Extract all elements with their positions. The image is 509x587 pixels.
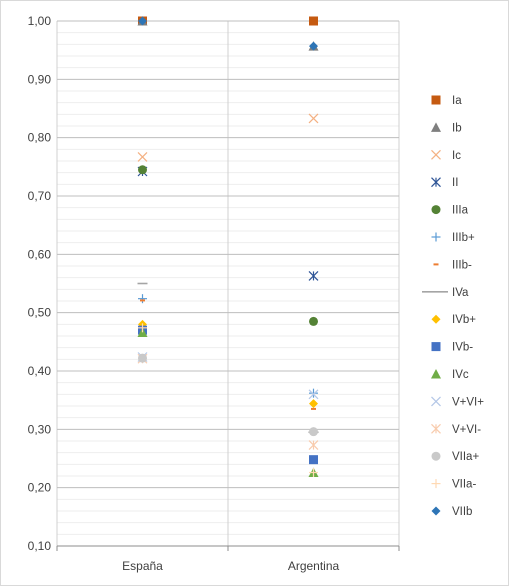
legend-label: IIIb- — [452, 259, 472, 271]
point-ivb--1 — [309, 455, 318, 465]
y-tick-label: 0,50 — [28, 306, 52, 320]
y-axis-tick-labels: 0,10 0,20 0,30 0,40 0,50 0,60 0,70 0,80 0,90 1,00 — [28, 14, 52, 553]
legend-swatch — [431, 396, 441, 407]
legend-swatch — [431, 95, 441, 105]
x-category-label: Argentina — [288, 559, 340, 573]
point-ia-1 — [309, 16, 318, 26]
legend-label: Ic — [452, 150, 461, 162]
y-tick-label: 0,80 — [28, 131, 52, 145]
y-tick-label: 0,30 — [28, 422, 52, 436]
legend-label: IIIa — [452, 205, 469, 217]
legend-swatch — [431, 451, 441, 461]
point-viia--0 — [138, 353, 147, 363]
point-viia--1 — [309, 427, 318, 437]
x-category-label: España — [122, 559, 163, 573]
legend-swatch — [431, 232, 441, 242]
point-ii-1 — [308, 270, 319, 281]
legend-label: IVb- — [452, 342, 473, 354]
point-ic-0 — [137, 151, 148, 162]
point-viib-1 — [309, 41, 318, 51]
point-iiib--0 — [138, 294, 147, 304]
data-points — [137, 16, 319, 477]
minor-gridlines — [56, 20, 400, 547]
legend-label: V+VI- — [452, 424, 481, 436]
legend-swatch — [431, 122, 441, 132]
legend-swatch — [431, 205, 441, 215]
legend: Ia Ib Ic II IIIa IIIb+ IIIb- IVa IVb+ IVb- IVc V+VI… — [422, 95, 484, 518]
legend-label: IIIb+ — [452, 232, 475, 244]
y-tick-label: 1,00 — [28, 14, 52, 28]
point-iiia-1 — [309, 316, 318, 326]
point-v-vi--1 — [308, 440, 319, 451]
legend-swatch — [431, 177, 441, 188]
point-ivb--1 — [309, 399, 318, 409]
point-iiib--1 — [309, 388, 318, 398]
legend-label: Ia — [452, 95, 462, 107]
legend-swatch — [431, 314, 441, 324]
legend-label: IVa — [452, 287, 469, 299]
y-tick-label: 0,40 — [28, 364, 52, 378]
legend-label: VIIb — [452, 506, 472, 518]
legend-swatch — [431, 342, 441, 352]
x-axis-category-labels: España Argentina — [122, 559, 339, 573]
y-tick-label: 0,90 — [28, 72, 52, 86]
major-gridlines — [56, 20, 400, 551]
legend-swatch — [431, 423, 441, 434]
y-tick-label: 0,70 — [28, 189, 52, 203]
point-v-vi--1 — [308, 389, 319, 400]
y-tick-label: 0,10 — [28, 539, 52, 553]
y-tick-label: 0,60 — [28, 247, 52, 261]
point-iiia-0 — [138, 165, 147, 175]
legend-swatch — [431, 479, 441, 489]
legend-label: IVc — [452, 369, 469, 381]
legend-swatch — [431, 506, 441, 516]
legend-label: VIIa+ — [452, 451, 479, 463]
legend-swatch — [431, 369, 441, 379]
legend-label: VIIa- — [452, 479, 476, 491]
legend-label: IVb+ — [452, 314, 476, 326]
legend-swatch — [431, 149, 441, 160]
point-viia--0 — [138, 323, 147, 333]
point-ic-1 — [308, 113, 319, 124]
legend-label: Ib — [452, 122, 462, 134]
y-tick-label: 0,20 — [28, 481, 52, 495]
point-viib-0 — [138, 16, 147, 26]
point-viia--1 — [309, 468, 318, 477]
legend-label: V+VI+ — [452, 396, 484, 408]
legend-label: II — [452, 177, 458, 189]
